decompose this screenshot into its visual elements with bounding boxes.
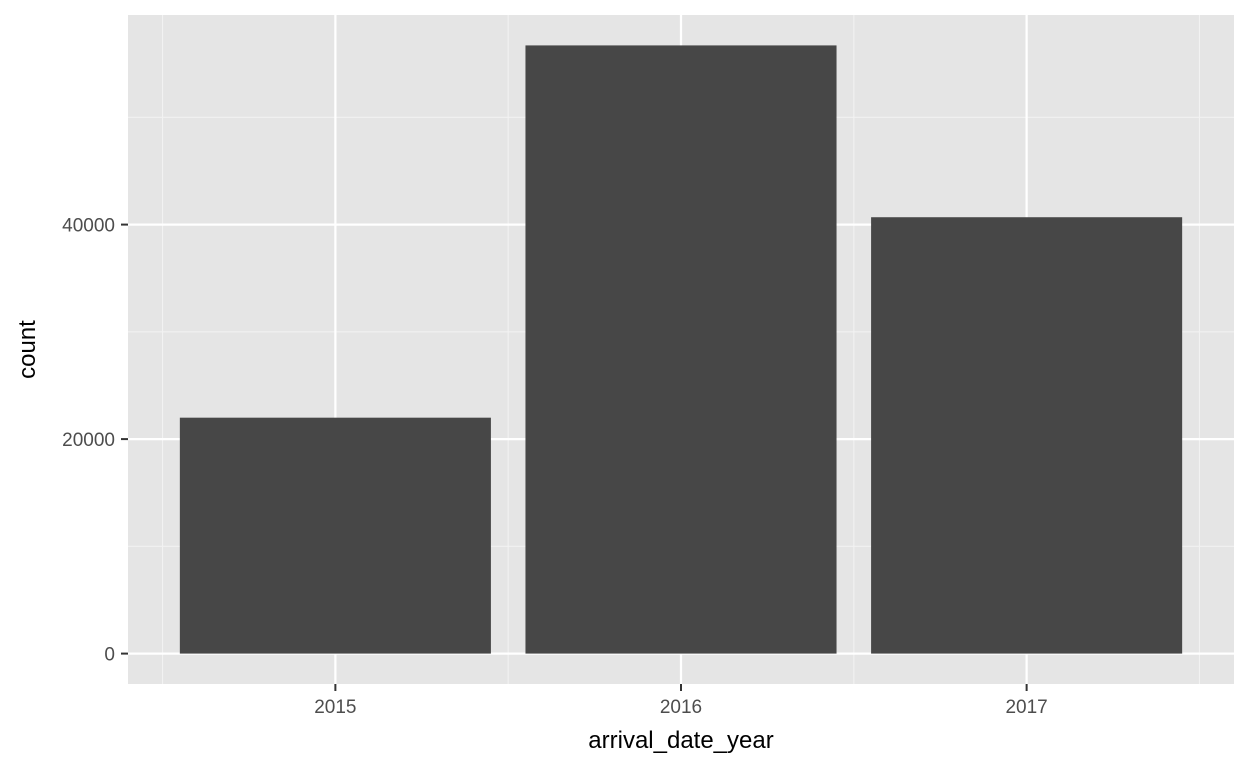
x-tick-label: 2017 [1005,697,1047,718]
y-axis-title: count [14,320,41,379]
y-tick-label: 40000 [62,216,115,237]
y-axis: 0 20000 40000 [62,216,128,666]
y-tick-label: 20000 [62,430,115,451]
bar-2016 [525,45,837,654]
x-axis: 2015 2016 2017 [314,684,1048,718]
bars [179,45,1183,654]
x-tick-label: 2016 [660,697,702,718]
bar-2017 [871,217,1183,654]
x-tick-label: 2015 [314,697,356,718]
x-axis-title: arrival_date_year [588,727,773,754]
y-tick-label: 0 [104,645,115,666]
bar-2015 [179,417,491,654]
